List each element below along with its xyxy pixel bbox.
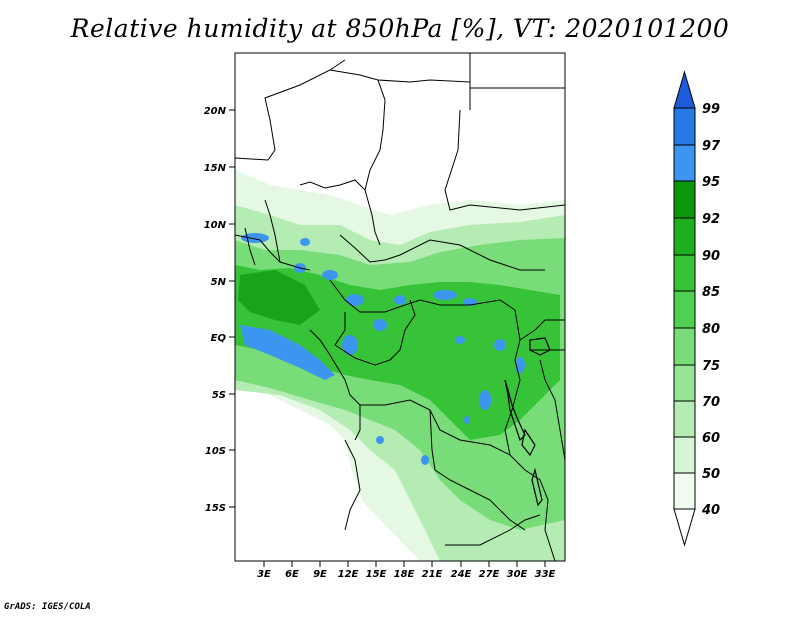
map-title: Relative humidity at 850hPa [%], VT: 202… xyxy=(70,14,730,43)
lon-tick: 27E xyxy=(479,561,500,580)
lat-label: 10S xyxy=(205,446,226,457)
colorbar-segment xyxy=(673,436,696,474)
lon-axis: 3E 6E 9E 12E 15E 18E 21E 24E 27E 30E 33E xyxy=(257,561,556,580)
lat-axis: 20N 15N 10N 5N EQ 5S 10S 15S xyxy=(204,106,235,514)
lon-label: 33E xyxy=(535,569,556,580)
lon-label: 9E xyxy=(313,569,327,580)
colorbar-segment xyxy=(673,217,696,256)
lat-tick: 5S xyxy=(212,390,235,401)
lon-label: 21E xyxy=(422,569,443,580)
lon-label: 27E xyxy=(479,569,500,580)
lon-label: 15E xyxy=(366,569,387,580)
lon-tick: 24E xyxy=(451,561,472,580)
lon-label: 12E xyxy=(338,569,359,580)
credit-text: GrADS: IGES/COLA xyxy=(4,602,91,612)
colorbar-segment xyxy=(673,327,696,366)
lon-tick: 30E xyxy=(507,561,528,580)
lon-label: 3E xyxy=(257,569,271,580)
colorbar-label: 90 xyxy=(702,249,720,264)
map-panel xyxy=(234,52,566,562)
colorbar-top-arrow xyxy=(673,70,696,109)
borders xyxy=(235,53,565,561)
lat-label: EQ xyxy=(211,333,227,344)
colorbar-label: 40 xyxy=(701,503,720,518)
lon-tick: 9E xyxy=(313,561,327,580)
lon-tick: 18E xyxy=(394,561,415,580)
colorbar-segment xyxy=(673,364,696,402)
humidity-band-92 xyxy=(238,270,320,325)
lon-tick: 12E xyxy=(338,561,359,580)
lon-label: 30E xyxy=(507,569,528,580)
colorbar-segment xyxy=(673,144,696,182)
lat-label: 5N xyxy=(211,277,227,288)
colorbar-label: 97 xyxy=(702,139,721,154)
colorbar-label: 92 xyxy=(702,212,720,227)
lon-tick: 3E xyxy=(257,561,271,580)
colorbar-segment xyxy=(673,180,696,219)
colorbar-label: 60 xyxy=(702,431,720,446)
lat-tick: 15S xyxy=(205,503,235,514)
lat-label: 15S xyxy=(205,503,226,514)
colorbar-segment xyxy=(673,290,696,329)
colorbar-label: 75 xyxy=(702,359,720,374)
lat-tick: 10S xyxy=(205,446,235,457)
humidity-patches-95 xyxy=(240,233,525,465)
map-frame xyxy=(234,52,566,562)
lon-label: 6E xyxy=(285,569,299,580)
lon-label: 24E xyxy=(451,569,472,580)
lat-tick: 20N xyxy=(204,106,235,117)
lakes xyxy=(504,337,551,507)
lon-tick: 6E xyxy=(285,561,299,580)
colorbar-segment xyxy=(673,107,696,146)
colorbar-label: 85 xyxy=(702,285,720,300)
colorbar-segment xyxy=(673,254,696,292)
lon-label: 18E xyxy=(394,569,415,580)
lat-tick: 15N xyxy=(204,163,235,174)
lat-tick: 10N xyxy=(204,220,235,231)
colorbar-bottom-arrow xyxy=(673,508,696,547)
colorbar-label: 70 xyxy=(702,395,720,410)
colorbar: 40 50 60 70 75 80 85 90 92 95 97 99 xyxy=(673,70,721,547)
colorbar-label: 95 xyxy=(702,175,720,190)
lon-tick: 15E xyxy=(366,561,387,580)
lat-tick: EQ xyxy=(211,333,235,344)
lat-label: 15N xyxy=(204,163,227,174)
lon-tick: 33E xyxy=(535,561,556,580)
colorbar-segment xyxy=(673,472,696,510)
colorbar-label: 50 xyxy=(702,467,720,482)
colorbar-label: 80 xyxy=(702,322,720,337)
lat-label: 5S xyxy=(212,390,226,401)
lat-label: 10N xyxy=(204,220,227,231)
lat-tick: 5N xyxy=(211,277,235,288)
colorbar-segment xyxy=(673,400,696,438)
lat-label: 20N xyxy=(204,106,227,117)
lon-tick: 21E xyxy=(422,561,443,580)
colorbar-label: 99 xyxy=(702,102,720,117)
